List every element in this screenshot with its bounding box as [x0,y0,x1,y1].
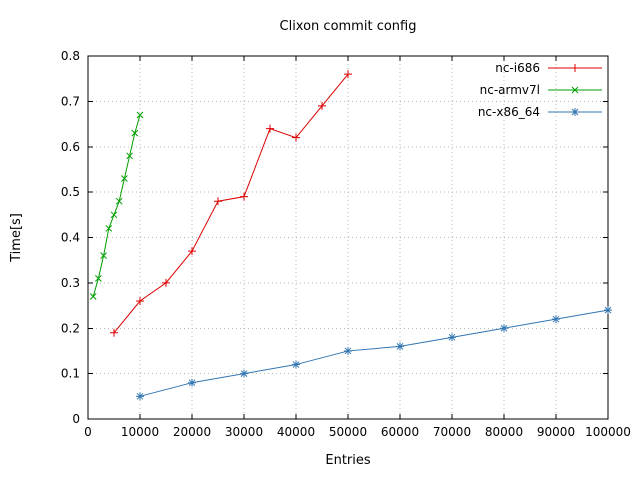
y-tick-label: 0.7 [61,94,80,108]
y-tick-label: 0.2 [61,321,80,335]
x-tick-label: 90000 [537,425,575,439]
legend-label: nc-x86_64 [478,105,540,119]
x-tick-label: 100000 [585,425,631,439]
y-axis-label: Time[s] [9,213,24,263]
x-axis-label: Entries [325,453,371,468]
legend-entry-nc-armv7l: nc-armv7l [480,83,602,97]
series-line-nc-armv7l [92,114,141,297]
legend-entry-nc-x86_64: nc-x86_64 [478,105,602,119]
legend-entry-nc-i686: nc-i686 [495,61,602,75]
x-tick-label: 0 [84,425,92,439]
series-line-nc-x86_64 [139,309,609,397]
y-tick-label: 0.1 [61,367,80,381]
series-line-nc-i686 [113,73,349,334]
x-tick-label: 50000 [329,425,367,439]
y-tick-label: 0.3 [61,276,80,290]
x-tick-label: 70000 [433,425,471,439]
legend-marker-sample [571,108,579,116]
legend-label: nc-armv7l [480,83,540,97]
x-tick-label: 30000 [225,425,263,439]
legend-marker-sample [571,86,579,94]
y-tick-label: 0 [72,412,80,426]
x-tick-label: 60000 [381,425,419,439]
x-tick-label: 40000 [277,425,315,439]
series-markers-nc-armv7l [89,111,144,300]
y-tick-label: 0.8 [61,49,80,63]
series-markers-nc-i686 [110,70,352,337]
legend-label: nc-i686 [495,61,540,75]
x-tick-label: 10000 [121,425,159,439]
y-tick-label: 0.5 [61,185,80,199]
chart-title: Clixon commit config [280,19,417,34]
legend-marker-sample [571,64,579,72]
x-tick-label: 80000 [485,425,523,439]
plot-border [87,55,609,420]
y-tick-label: 0.4 [61,231,80,245]
series-markers-nc-x86_64 [136,306,612,401]
x-tick-label: 20000 [173,425,211,439]
y-tick-label: 0.6 [61,140,80,154]
